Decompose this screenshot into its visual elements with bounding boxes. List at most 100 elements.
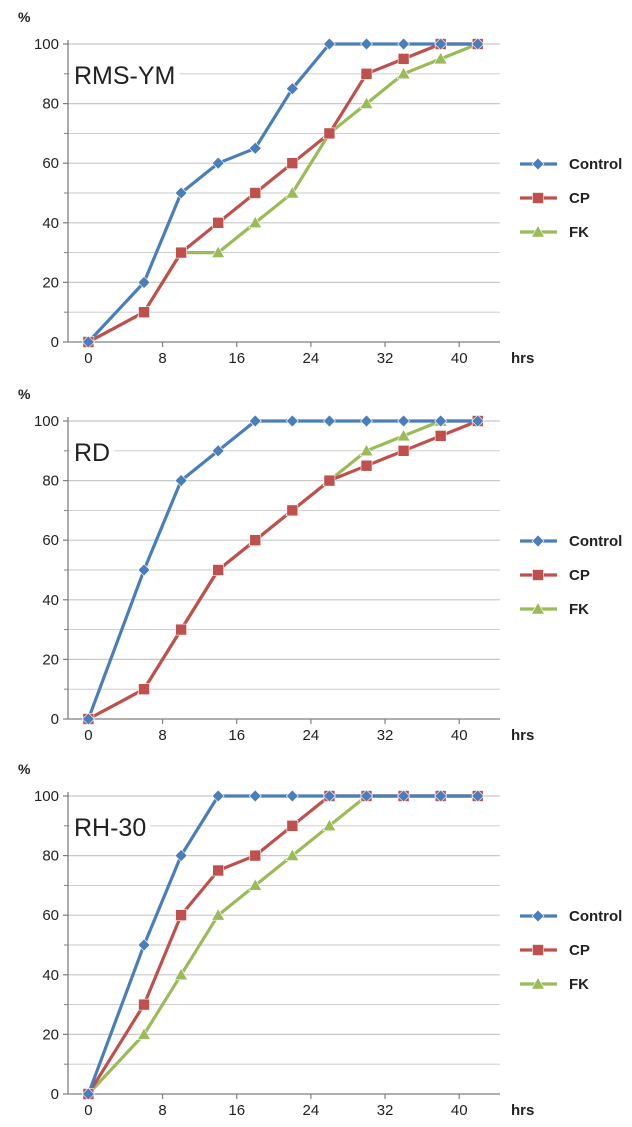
- x-axis-label: hrs: [511, 350, 534, 367]
- y-tick-label: 100: [34, 788, 59, 805]
- data-point-fk: [359, 443, 374, 457]
- data-point-control: [211, 444, 225, 458]
- data-point-cp: [249, 187, 262, 199]
- x-tick-label: 16: [228, 1102, 245, 1119]
- data-point-control: [397, 789, 411, 803]
- data-point-cp: [286, 820, 299, 832]
- chart-title: RH-30: [74, 814, 146, 842]
- legend-item-cp: CP: [520, 942, 590, 959]
- chart-title: RD: [74, 439, 110, 467]
- series-markers-control: [81, 414, 485, 726]
- y-tick-label: 80: [42, 848, 59, 865]
- data-point-cp: [323, 127, 336, 140]
- data-point-fk: [211, 908, 226, 921]
- legend-marker-cp: [532, 944, 544, 956]
- data-point-control: [248, 141, 262, 155]
- y-tick-label: 100: [34, 413, 59, 430]
- data-point-cp: [323, 474, 336, 487]
- data-point-control: [137, 275, 151, 289]
- legend-label: Control: [569, 533, 622, 550]
- chart-title-group: RMS-YM: [70, 60, 180, 92]
- series-markers-control: [81, 37, 485, 349]
- legend-marker-fk: [530, 976, 546, 990]
- series-markers-cp: [82, 415, 484, 725]
- data-point-control: [360, 37, 373, 51]
- data-point-fk: [174, 967, 189, 981]
- data-point-fk: [285, 185, 300, 199]
- data-point-control: [434, 37, 448, 51]
- data-point-control: [323, 789, 336, 803]
- legend-marker-control: [531, 909, 545, 923]
- legend-marker-control: [531, 534, 545, 548]
- x-tick-label: 8: [158, 350, 166, 367]
- legend-label: CP: [569, 567, 590, 584]
- data-point-control: [471, 414, 485, 428]
- y-tick-label: 40: [42, 215, 59, 232]
- data-point-control: [285, 82, 299, 96]
- data-point-control: [137, 938, 151, 952]
- data-point-control: [397, 37, 411, 51]
- y-tick-label: 20: [42, 651, 59, 668]
- data-point-fk: [433, 51, 448, 65]
- chart-title: RMS-YM: [74, 62, 175, 90]
- data-point-cp: [434, 430, 447, 442]
- legend-item-fk: FK: [520, 601, 589, 618]
- data-point-control: [174, 186, 188, 200]
- data-point-fk: [285, 848, 300, 861]
- data-point-fk: [359, 96, 374, 109]
- data-point-control: [174, 474, 188, 488]
- data-point-cp: [138, 998, 150, 1011]
- x-tick-label: 32: [377, 1102, 394, 1119]
- x-tick-label: 24: [303, 1102, 320, 1119]
- x-tick-label: 16: [228, 350, 245, 367]
- data-point-fk: [248, 215, 263, 229]
- legend-marker-fk: [530, 601, 546, 615]
- data-point-control: [323, 37, 336, 51]
- data-point-fk: [396, 66, 411, 80]
- data-point-cp: [138, 306, 150, 319]
- legend-item-fk: FK: [520, 224, 589, 241]
- x-tick-label: 0: [84, 1102, 92, 1119]
- chart-rd: 0 20 40 60 80 100 0 8 16 24 32 40% hrs RD Control CP FK: [18, 386, 622, 744]
- data-point-control: [248, 414, 262, 428]
- chart-panel-rd: 0 20 40 60 80 100 0 8 16 24 32 40% hrs RD Control CP FK: [0, 377, 632, 752]
- data-point-control: [471, 37, 485, 51]
- chart-rh-30: 0 20 40 60 80 100 0 8 16 24 32 40% hrs RH-30 Control CP…: [18, 761, 622, 1119]
- data-point-cp: [138, 683, 150, 696]
- data-point-control: [360, 414, 373, 428]
- y-tick-label: 40: [42, 967, 59, 984]
- legend-label: Control: [569, 156, 622, 173]
- legend-marker-fk: [530, 224, 546, 238]
- data-point-control: [81, 1087, 95, 1101]
- data-point-fk: [248, 878, 263, 891]
- title-background: [70, 437, 115, 469]
- data-point-control: [360, 789, 373, 803]
- x-tick-label: 0: [84, 727, 92, 744]
- x-tick-label: 40: [451, 1102, 468, 1119]
- data-point-fk: [396, 428, 411, 442]
- data-point-cp: [249, 849, 262, 862]
- data-point-cp: [397, 445, 410, 457]
- x-tick-label: 32: [377, 350, 394, 367]
- data-point-cp: [175, 909, 187, 921]
- data-point-cp: [286, 157, 299, 169]
- y-tick-label: 100: [34, 36, 59, 53]
- legend-label: FK: [569, 224, 589, 241]
- legend-label: CP: [569, 190, 590, 207]
- title-background: [70, 60, 180, 92]
- y-axis-label: %: [18, 9, 31, 25]
- legend-item-control: Control: [520, 908, 622, 925]
- data-point-fk: [211, 245, 226, 258]
- data-point-control: [137, 563, 151, 577]
- x-tick-label: 16: [228, 727, 245, 744]
- chart-panel-rms-ym: 0 20 40 60 80 100 0 8 16 24 32 40% hrs RMS-YM Control C…: [0, 0, 632, 375]
- data-point-cp: [286, 504, 299, 517]
- legend: Control CP FK: [520, 908, 622, 993]
- legend-label: FK: [569, 601, 589, 618]
- x-tick-label: 40: [451, 350, 468, 367]
- data-point-control: [174, 849, 188, 863]
- data-point-control: [211, 789, 225, 803]
- data-point-control: [323, 414, 336, 428]
